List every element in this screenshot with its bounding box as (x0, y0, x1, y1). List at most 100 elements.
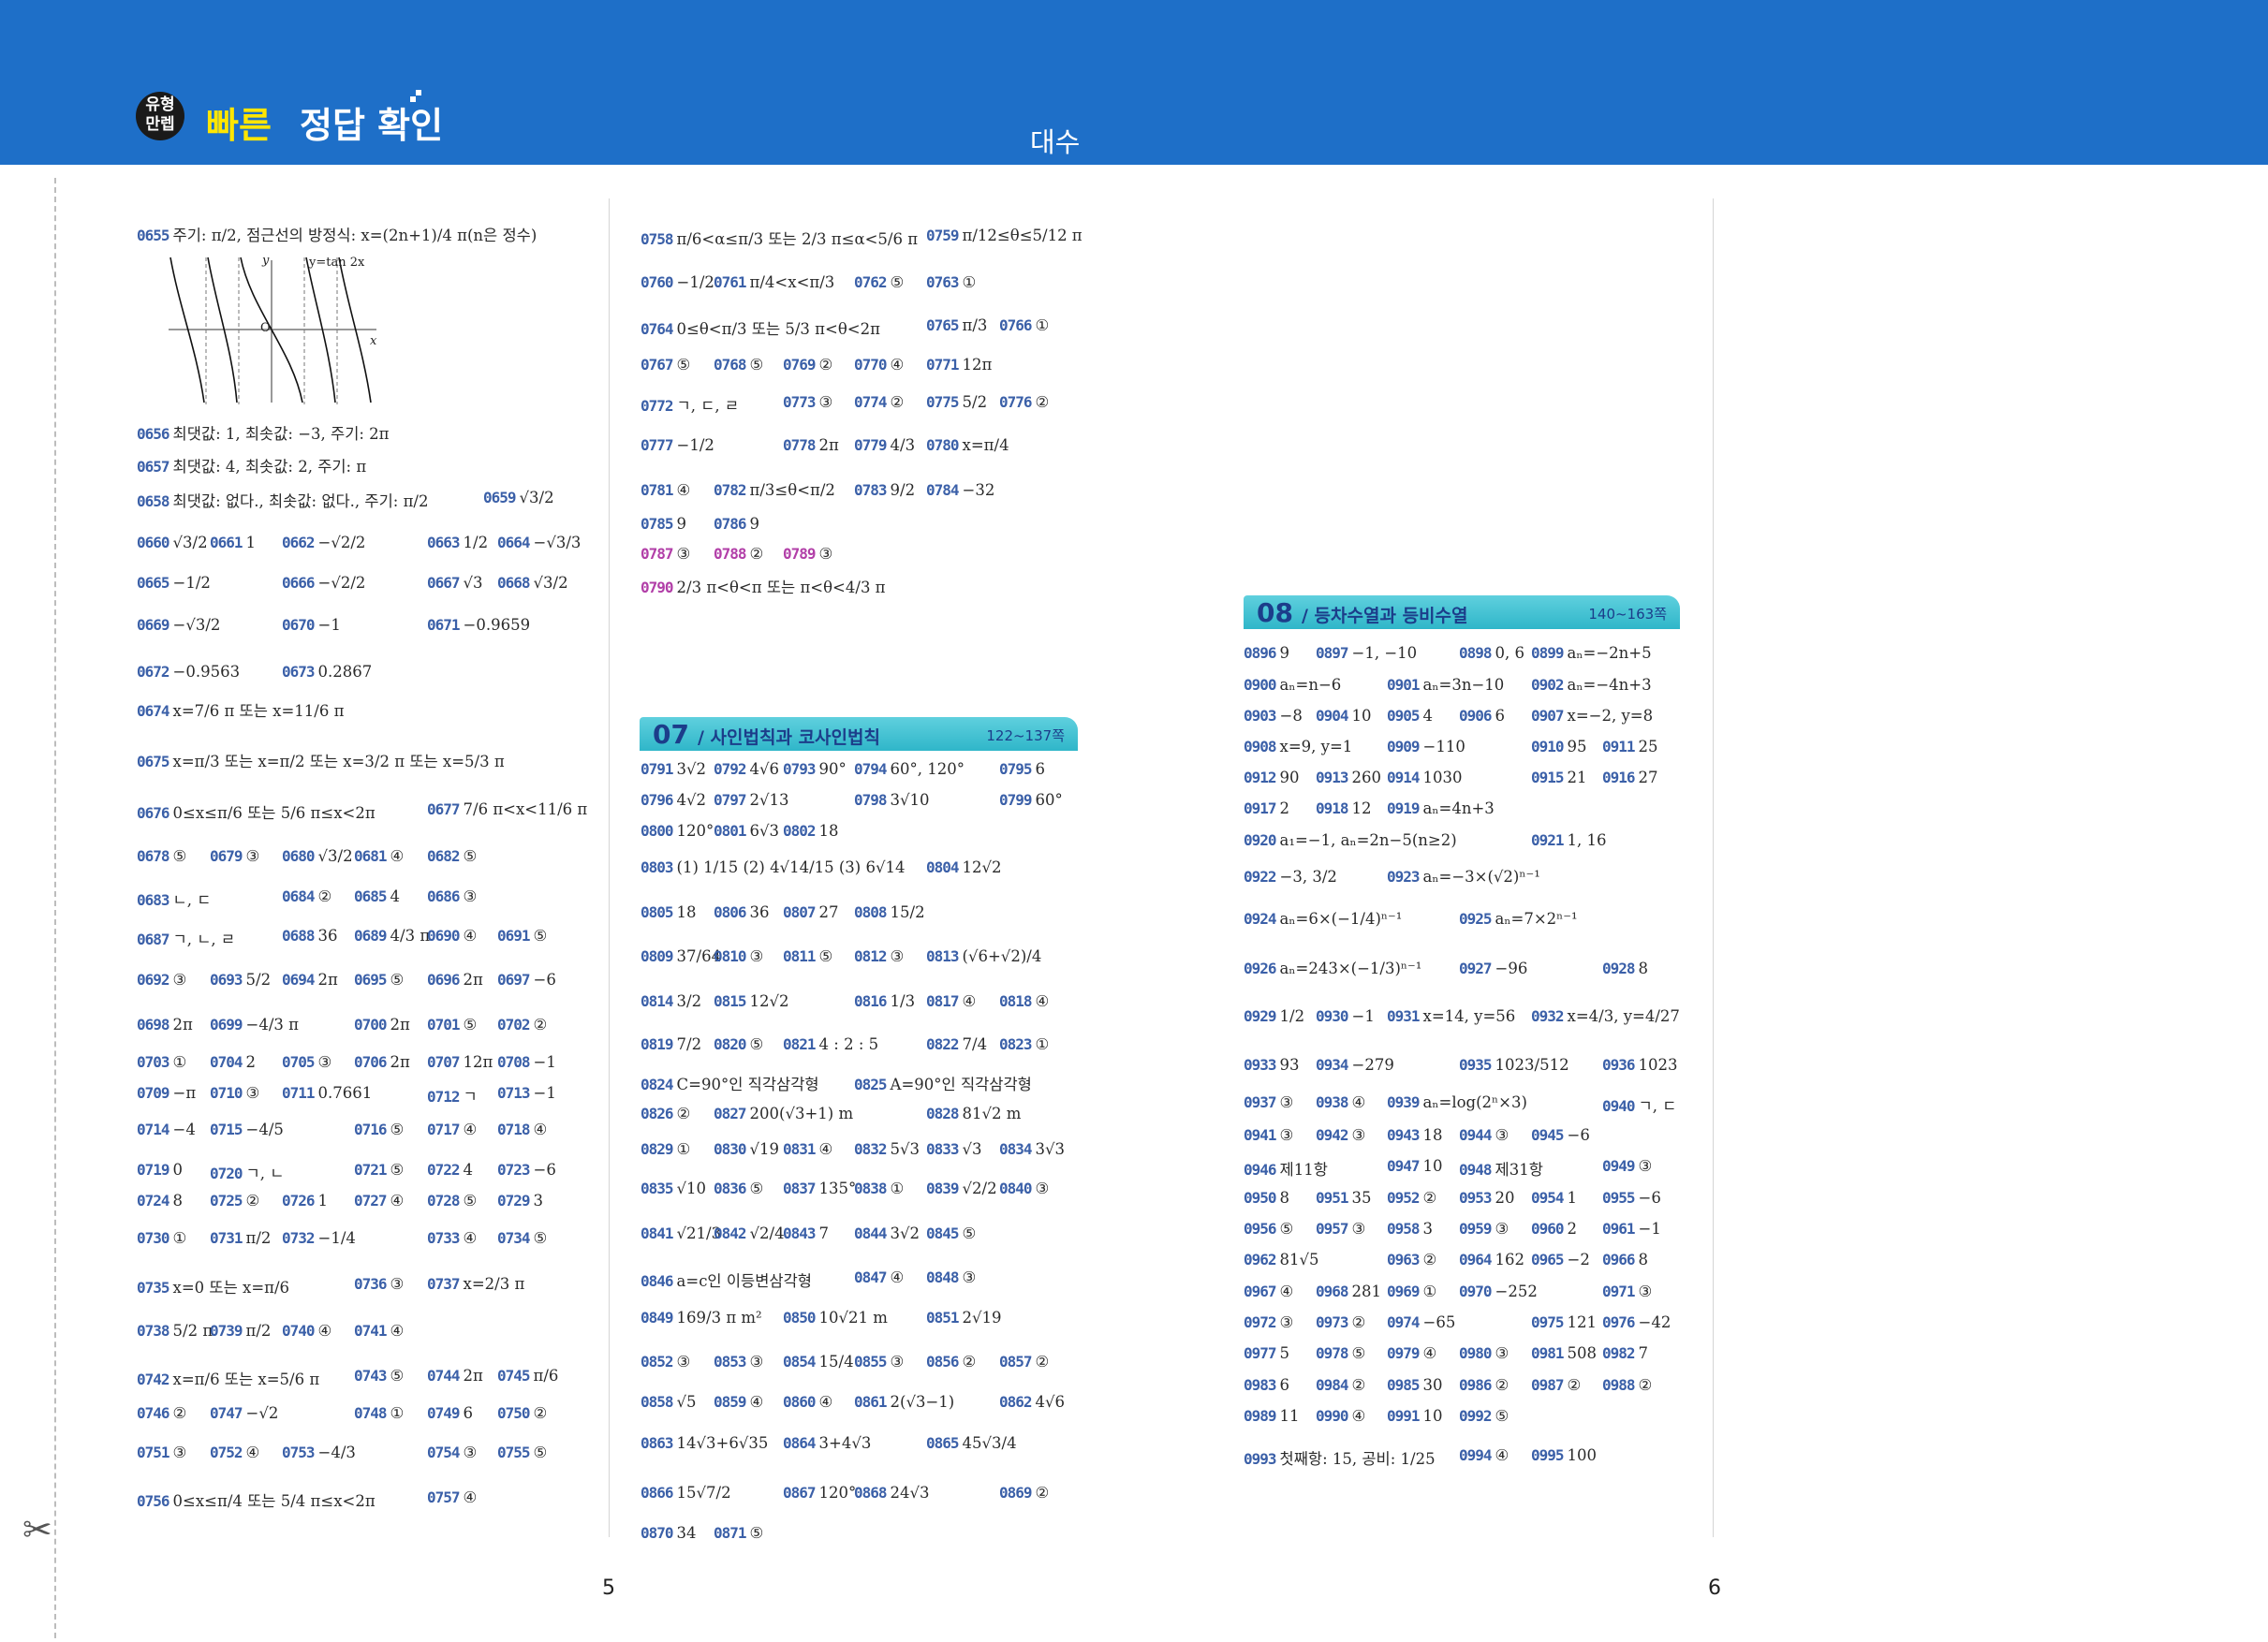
problem-number: 0668 (497, 574, 531, 592)
answer-entry: 0715 −4/5 (210, 1121, 284, 1138)
answer-value: ④ (1035, 992, 1050, 1010)
answer-value: ① (676, 1140, 691, 1158)
problem-number: 0988 (1602, 1376, 1636, 1394)
answer-value: 최댓값: 없다., 최솟값: 없다., 주기: π/2 (172, 492, 429, 510)
answer-entry: 0749 6 (427, 1404, 473, 1422)
problem-number: 0817 (926, 992, 960, 1010)
answer-entry: 0861 2(√3−1) (854, 1393, 954, 1411)
answer-entry: 0778 2π (783, 436, 839, 454)
problem-number: 0857 (999, 1353, 1033, 1371)
section-pages: 140~163쪽 (1588, 606, 1667, 623)
problem-number: 0950 (1244, 1189, 1277, 1207)
answer-entry: 0940 ㄱ, ㄷ (1602, 1093, 1676, 1116)
problem-number: 0965 (1531, 1251, 1565, 1268)
problem-number: 0986 (1459, 1376, 1493, 1394)
answer-entry: 0783 9/2 (854, 481, 915, 499)
answer-value: ② (676, 1105, 691, 1122)
problem-number: 0995 (1531, 1446, 1565, 1464)
problem-number: 0911 (1602, 738, 1636, 755)
answer-value: ③ (172, 971, 187, 989)
problem-number: 0930 (1316, 1007, 1349, 1025)
answer-entry: 0809 37/64 (641, 947, 721, 965)
answer-value: x=2/3 π (463, 1275, 525, 1293)
answer-entry: 0992 ⑤ (1459, 1407, 1509, 1425)
problem-number: 0805 (641, 903, 674, 921)
answer-value: 169/3 π m² (676, 1309, 762, 1327)
answer-entry: 0676 0≤x≤π/6 또는 5/6 π≤x<2π (137, 800, 376, 823)
problem-number: 0672 (137, 663, 170, 681)
answer-value: −4 (172, 1121, 196, 1138)
answer-value: 2 (1567, 1220, 1578, 1238)
answer-value: 60°, 120° (890, 760, 965, 778)
problem-number: 0937 (1244, 1093, 1277, 1111)
problem-number: 0897 (1316, 644, 1349, 662)
problem-number: 0939 (1387, 1093, 1421, 1111)
problem-number: 0676 (137, 804, 170, 822)
problem-number: 0860 (783, 1393, 817, 1411)
problem-number: 0667 (427, 574, 461, 592)
problem-number: 0691 (497, 927, 531, 945)
answer-value: 7/6 π<x<11/6 π (463, 800, 588, 818)
answer-entry: 0732 −1/4 (282, 1229, 356, 1247)
problem-number: 0928 (1602, 960, 1636, 977)
answer-entry: 0743 ⑤ (354, 1367, 404, 1385)
problem-number: 0831 (783, 1140, 817, 1158)
problem-number: 0665 (137, 574, 170, 592)
answer-value: 1/2 (463, 534, 489, 551)
problem-number: 0778 (783, 436, 817, 454)
answer-entry: 0708 −1 (497, 1053, 556, 1071)
answer-value: 10 (1422, 1407, 1443, 1425)
problem-number: 0864 (783, 1434, 817, 1452)
answer-value: 3√2 (890, 1224, 920, 1242)
answer-value: ⑤ (676, 356, 691, 374)
answer-value: 4 (463, 1161, 474, 1179)
answer-entry: 0764 0≤θ<π/3 또는 5/3 π<θ<2π (641, 316, 880, 339)
answer-entry: 0910 95 (1531, 738, 1587, 755)
answer-entry: 0694 2π (282, 971, 338, 989)
problem-number: 0674 (137, 702, 170, 720)
answer-value: 1, 16 (1567, 831, 1607, 849)
problem-number: 0772 (641, 397, 674, 415)
problem-number: 0820 (714, 1035, 747, 1053)
answer-value: ③ (1351, 1126, 1366, 1144)
answer-value: aₙ=7×2ⁿ⁻¹ (1495, 910, 1578, 928)
answer-entry: 0722 4 (427, 1161, 473, 1179)
problem-number: 0862 (999, 1393, 1033, 1411)
problem-number: 0842 (714, 1224, 747, 1242)
answer-entry: 0794 60°, 120° (854, 760, 965, 778)
answer-entry: 0666 −√2/2 (282, 574, 365, 592)
problem-number: 0921 (1531, 831, 1565, 849)
problem-number: 0827 (714, 1105, 747, 1122)
answer-value: 90 (1279, 769, 1300, 786)
answer-entry: 0935 1023/512 (1459, 1056, 1569, 1074)
answer-entry: 0746 ② (137, 1404, 186, 1422)
answer-entry: 0937 ③ (1244, 1093, 1293, 1111)
problem-number: 0744 (427, 1367, 461, 1385)
answer-entry: 0677 7/6 π<x<11/6 π (427, 800, 587, 818)
answer-entry: 0851 2√19 (926, 1309, 1002, 1327)
answer-value: 1023/512 (1495, 1056, 1569, 1074)
answer-value: ③ (1638, 1157, 1653, 1175)
answer-value: 최댓값: 1, 최솟값: −3, 주기: 2π (172, 425, 390, 443)
answer-value: ⑤ (1351, 1344, 1366, 1362)
answer-value: −√2/2 (317, 574, 366, 592)
answer-value: x=π/4 (962, 436, 1009, 454)
problem-number: 0961 (1602, 1220, 1636, 1238)
answer-entry: 0788 ② (714, 545, 763, 563)
answer-entry: 0692 ③ (137, 971, 186, 989)
answer-entry: 0852 ③ (641, 1353, 690, 1371)
answer-value: ㄱ, ㄴ, ㄹ (172, 931, 236, 948)
answer-entry: 0984 ② (1316, 1376, 1365, 1394)
answer-value: π/6 (533, 1367, 559, 1385)
answer-entry: 0762 ⑤ (854, 273, 904, 291)
answer-entry: 0662 −√2/2 (282, 534, 365, 551)
answer-value: ② (818, 356, 833, 374)
problem-number: 0989 (1244, 1407, 1277, 1425)
problem-number: 0925 (1459, 910, 1493, 928)
answer-entry: 0741 ④ (354, 1322, 404, 1340)
answer-entry: 0723 −6 (497, 1161, 556, 1179)
answer-value: −6 (1638, 1189, 1661, 1207)
problem-number: 0797 (714, 791, 747, 809)
answer-entry: 0898 0, 6 (1459, 644, 1524, 662)
problem-number: 0733 (427, 1229, 461, 1247)
